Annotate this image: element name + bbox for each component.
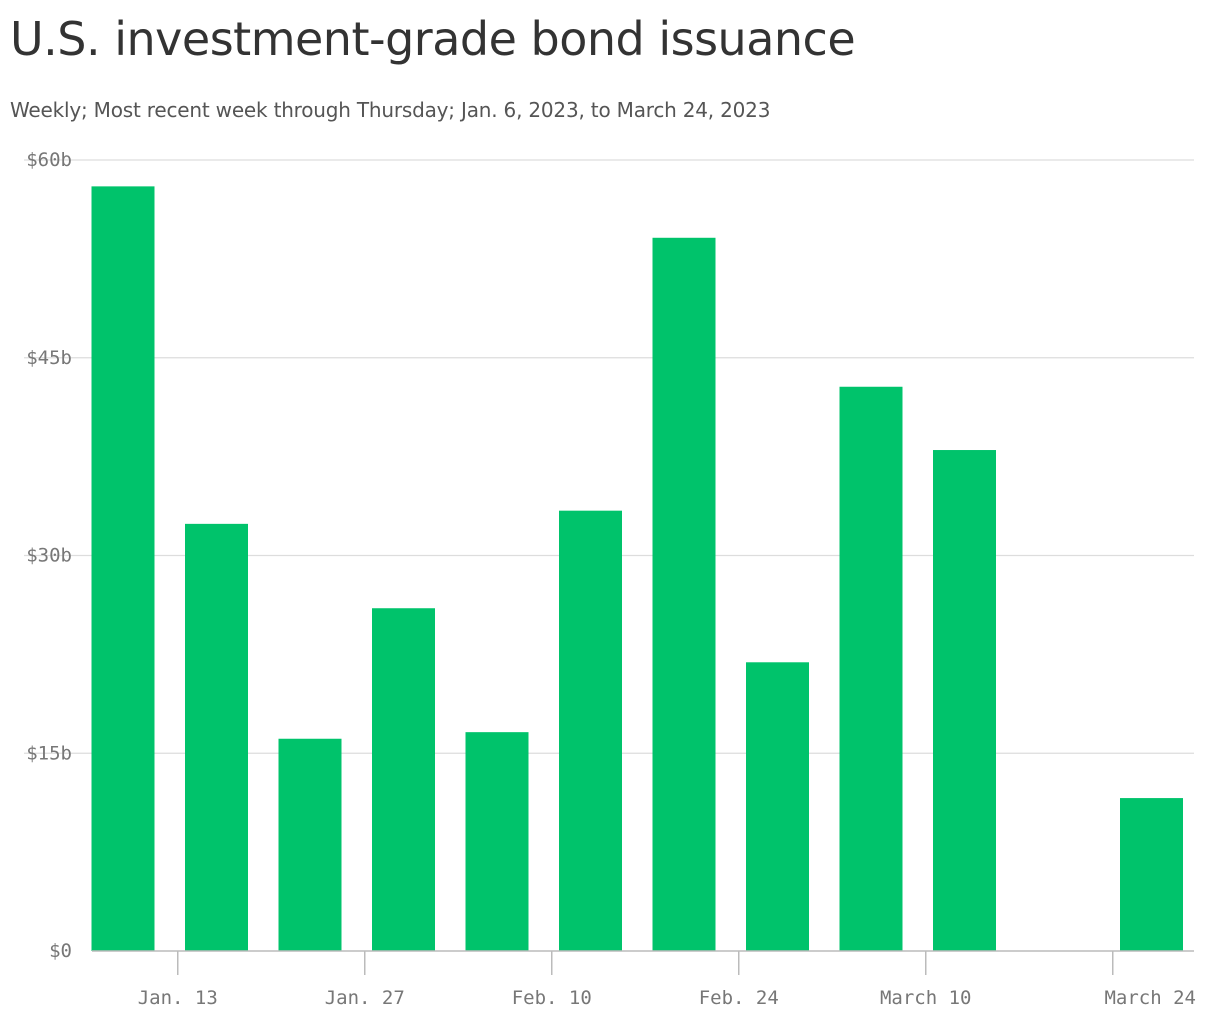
bar bbox=[91, 186, 155, 951]
y-tick-label: $15b bbox=[26, 742, 72, 764]
x-tick-label: Jan. 13 bbox=[138, 987, 218, 1009]
x-tick-label: Feb. 24 bbox=[699, 987, 779, 1009]
x-tick-label: March 10 bbox=[880, 987, 972, 1009]
chart-title: U.S. investment-grade bond issuance bbox=[10, 12, 856, 66]
bars bbox=[91, 186, 1183, 952]
axes: $0 $15b $30b $45b $60b Jan. 13 Jan. 27 Feb. 10 F… bbox=[26, 149, 1196, 1009]
bar bbox=[839, 386, 903, 952]
x-tick-label: Jan. 27 bbox=[325, 987, 405, 1009]
bar bbox=[465, 732, 529, 951]
y-tick-label: $60b bbox=[26, 149, 72, 171]
bar bbox=[185, 523, 248, 951]
x-tick-label: Feb. 10 bbox=[512, 987, 592, 1009]
bar bbox=[933, 450, 996, 951]
y-tick-label: $45b bbox=[26, 347, 72, 369]
bar bbox=[372, 608, 435, 951]
y-tick-label: $0 bbox=[49, 940, 72, 962]
y-tick-label: $30b bbox=[26, 545, 72, 567]
bar bbox=[746, 662, 809, 951]
bar bbox=[1120, 798, 1183, 951]
x-tick-label: March 24 bbox=[1104, 987, 1196, 1009]
bar bbox=[278, 738, 342, 951]
bar bbox=[652, 237, 716, 951]
bar bbox=[559, 510, 622, 951]
chart-subtitle: Weekly; Most recent week through Thursda… bbox=[10, 98, 771, 122]
